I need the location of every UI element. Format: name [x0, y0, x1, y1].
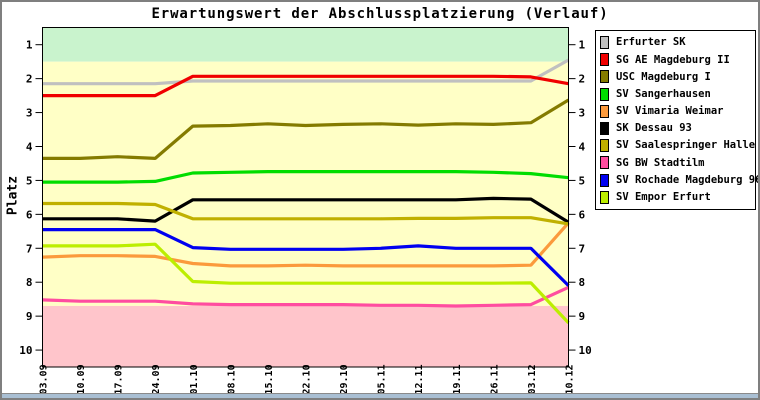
- legend-label: SV Vimaria Weimar: [616, 105, 724, 118]
- legend-swatch-usc-magdeburg-i: [600, 70, 609, 84]
- y-tick-label-right: 8: [579, 276, 586, 289]
- y-tick-label-right: 7: [579, 242, 586, 255]
- series-line-usc-magdeburg-i: [42, 98, 570, 160]
- y-tick-label-left: 7: [26, 242, 33, 255]
- y-tick-label-left: 8: [26, 276, 33, 289]
- y-tick-label-right: 9: [579, 310, 586, 323]
- legend-label: SG BW Stadtilm: [616, 156, 705, 169]
- legend-item-erfurter-sk: Erfurter SK: [600, 34, 755, 51]
- series-line-sv-rochade-magdeburg-96: [42, 228, 570, 287]
- legend: Erfurter SK SG AE Magdeburg II USC Magdebu…: [595, 30, 758, 210]
- y-tick-label-left: 5: [26, 174, 33, 187]
- series-line-sv-empor-erfurt: [42, 242, 570, 324]
- series-line-sv-sangerhausen: [42, 170, 569, 184]
- legend-swatch-sv-sangerhausen: [600, 87, 609, 101]
- x-tick-label: 22.10: [302, 364, 313, 394]
- y-tick-label-right: 3: [579, 107, 586, 120]
- y-tick-label-right: 6: [579, 208, 586, 221]
- y-tick-label-right: 1: [579, 39, 586, 52]
- legend-swatch-sv-rochade-magdeburg-96: [600, 173, 609, 187]
- legend-label: SK Dessau 93: [616, 122, 692, 135]
- y-tick-label-right: 5: [579, 174, 586, 187]
- legend-item-sv-rochade-magdeburg-96: SV Rochade Magdeburg 96: [600, 172, 758, 189]
- series-line-sg-ae-magdeburg-ii: [42, 74, 569, 98]
- x-tick-label: 12.11: [414, 364, 425, 394]
- y-tick-label-left: 4: [26, 140, 33, 153]
- series-line-erfurter-sk: [42, 58, 570, 86]
- x-tick-label: 08.10: [226, 364, 237, 394]
- legend-swatch-sv-saalespringer-halle: [600, 139, 609, 153]
- x-tick-label: 29.10: [339, 364, 350, 394]
- legend-swatch-sv-empor-erfurt: [600, 190, 609, 204]
- x-tick-label: 10.12: [565, 364, 576, 394]
- series-line-sv-vimaria-weimar: [42, 221, 570, 268]
- legend-item-sg-bw-stadtilm: SG BW Stadtilm: [600, 154, 755, 171]
- y-tick-label-left: 6: [26, 208, 33, 221]
- x-tick-label: 05.11: [377, 364, 388, 394]
- x-tick-label: 03.12: [527, 364, 538, 394]
- legend-swatch-sv-vimaria-weimar: [600, 104, 609, 118]
- legend-swatch-sg-ae-magdeburg-ii: [600, 53, 609, 67]
- x-tick-label: 15.10: [264, 364, 275, 394]
- y-tick-label-left: 3: [26, 107, 33, 120]
- plot-frame: [42, 27, 569, 368]
- chart-title: Erwartungswert der Abschlussplatzierung …: [151, 6, 609, 22]
- y-tick-label-right: 2: [579, 73, 586, 86]
- legend-swatch-erfurter-sk: [600, 36, 609, 50]
- zone-middle: [42, 61, 569, 306]
- legend-label: SV Rochade Magdeburg 96: [616, 173, 760, 186]
- legend-label: SV Sangerhausen: [616, 87, 711, 100]
- y-tick-label-right: 4: [579, 140, 586, 153]
- legend-item-sv-sangerhausen: SV Sangerhausen: [600, 86, 755, 103]
- x-tick-label: 19.11: [452, 364, 463, 394]
- x-tick-label: 26.11: [489, 364, 500, 394]
- legend-item-sv-saalespringer-halle: SV Saalespringer Halle: [600, 137, 755, 154]
- legend-swatch-sk-dessau-93: [600, 122, 609, 136]
- x-tick-label: 03.09: [39, 364, 50, 394]
- legend-label: Erfurter SK: [616, 36, 686, 49]
- series-line-sg-bw-stadtilm: [42, 285, 570, 308]
- legend-label: SV Saalespringer Halle: [616, 139, 756, 152]
- y-tick-label-left: 10: [19, 344, 32, 357]
- x-tick-label: 01.10: [189, 364, 200, 394]
- y-tick-label-left: 2: [26, 73, 33, 86]
- legend-label: USC Magdeburg I: [616, 70, 711, 83]
- x-tick-label: 10.09: [76, 364, 87, 394]
- x-tick-label: 24.09: [151, 364, 162, 394]
- legend-label: SG AE Magdeburg II: [616, 53, 730, 66]
- legend-swatch-sg-bw-stadtilm: [600, 156, 609, 170]
- legend-label: SV Empor Erfurt: [616, 191, 711, 204]
- zone-bottom: [42, 305, 569, 367]
- legend-item-sv-vimaria-weimar: SV Vimaria Weimar: [600, 103, 755, 120]
- y-tick-label-left: 9: [26, 310, 33, 323]
- legend-item-sk-dessau-93: SK Dessau 93: [600, 120, 755, 137]
- series-line-sv-saalespringer-halle: [42, 201, 569, 226]
- y-tick-label-left: 1: [26, 39, 33, 52]
- y-tick-label-right: 10: [579, 344, 592, 357]
- legend-item-usc-magdeburg-i: USC Magdeburg I: [600, 68, 755, 85]
- legend-item-sv-empor-erfurt: SV Empor Erfurt: [600, 189, 755, 206]
- legend-item-sg-ae-magdeburg-ii: SG AE Magdeburg II: [600, 51, 755, 68]
- x-tick-label: 17.09: [114, 364, 125, 394]
- window-bottom-edge: [2, 393, 758, 398]
- zone-top: [42, 27, 569, 62]
- series-line-sk-dessau-93: [42, 196, 570, 224]
